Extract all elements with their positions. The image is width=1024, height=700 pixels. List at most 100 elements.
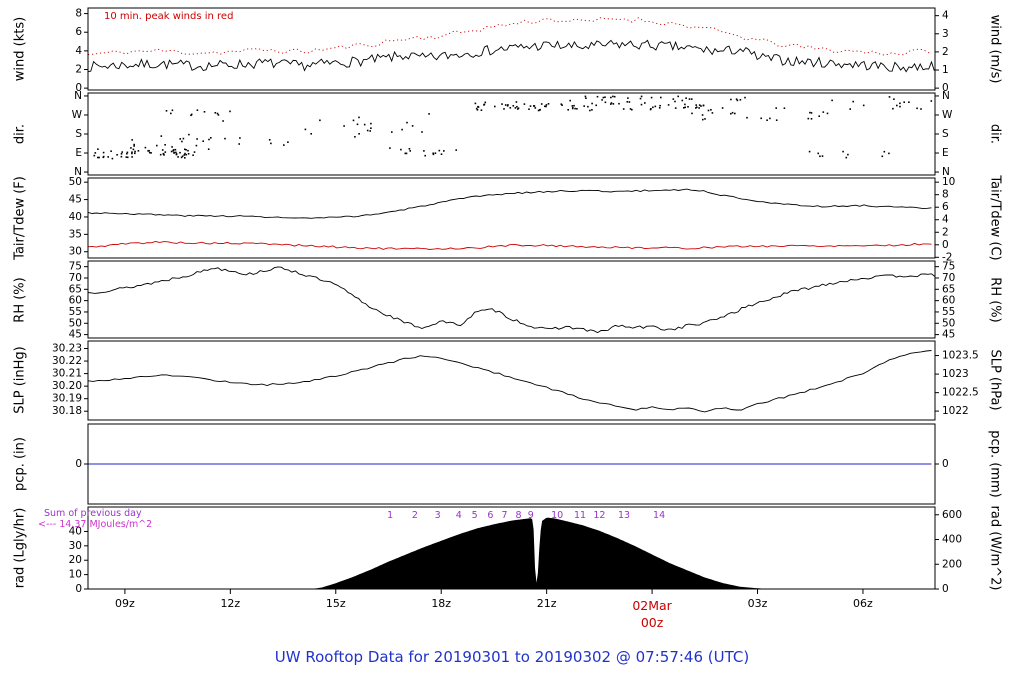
dir-dot: [688, 98, 691, 100]
dir-dot: [424, 154, 426, 157]
dir-dot: [156, 144, 158, 147]
ytick-label-left: W: [72, 109, 83, 121]
ytick-label-left: 40: [69, 525, 82, 537]
dir-dot: [370, 127, 372, 129]
dir-dot: [408, 148, 411, 150]
dir-dot: [589, 109, 591, 112]
dir-dot: [545, 105, 547, 108]
dir-dot: [180, 156, 183, 159]
rad-hour-mark: 9: [528, 510, 534, 521]
dir-dot: [730, 98, 732, 101]
dir-dot: [667, 104, 670, 106]
ytick-label-left: 4: [75, 45, 82, 57]
rad-sum-value-note: <--- 14.37 MJoules/m^2: [38, 519, 153, 530]
dir-dot: [687, 106, 689, 108]
ytick-label-left: 45: [69, 329, 82, 341]
ylabel-pcp-left: pcp. (in): [12, 437, 28, 491]
dir-dot: [423, 150, 425, 152]
dir-dot: [826, 112, 829, 115]
dir-dot: [700, 105, 702, 107]
caption: UW Rooftop Data for 20190301 to 20190302…: [274, 648, 750, 666]
dir-dot: [148, 149, 150, 152]
dir-dot: [144, 146, 147, 149]
ytick-label-right: 2: [942, 226, 949, 238]
dir-dot: [674, 107, 677, 109]
ytick-label-right: 4: [942, 10, 949, 22]
dir-dot: [849, 108, 851, 110]
dir-dot: [766, 119, 768, 121]
dir-dot: [690, 98, 693, 100]
ytick-label-right: 6: [942, 201, 949, 213]
dir-dot: [760, 117, 762, 120]
dir-dot: [208, 138, 210, 141]
dir-dot: [631, 108, 633, 111]
ytick-label-left: 30.21: [52, 368, 82, 380]
dir-dot: [775, 119, 778, 121]
dir-dot: [672, 98, 675, 100]
dir-dot: [405, 152, 408, 155]
dir-dot: [210, 137, 212, 139]
dir-dot: [845, 156, 848, 159]
dir-dot: [484, 101, 487, 104]
dir-dot: [560, 103, 563, 105]
ytick-label-right: 60: [942, 295, 955, 307]
dir-dot: [428, 113, 430, 115]
dir-dot: [193, 151, 196, 153]
dir-dot: [587, 105, 589, 108]
dir-dot: [734, 112, 736, 115]
dir-dot: [126, 152, 128, 155]
dir-dot: [229, 110, 231, 113]
dir-dot: [571, 105, 574, 107]
ylabel-wind-left: wind (kts): [12, 16, 28, 82]
dir-dot: [698, 107, 700, 109]
dir-dot: [175, 153, 178, 155]
dir-dot: [134, 150, 136, 153]
ytick-label-right: 4: [942, 214, 949, 226]
dir-dot: [440, 153, 443, 155]
dir-dot: [916, 107, 918, 110]
ylabel-pcp-right: pcp. (mm): [987, 430, 1003, 498]
dir-dot: [187, 149, 189, 152]
dir-dot: [640, 95, 643, 98]
dir-dot: [164, 151, 167, 153]
ytick-label-right: 0: [942, 458, 949, 470]
dir-dot: [612, 95, 614, 98]
dir-dot: [164, 144, 166, 146]
dir-dot: [179, 138, 181, 140]
dir-dot: [126, 151, 129, 154]
dir-dot: [370, 122, 372, 125]
rad-hour-mark: 5: [472, 510, 478, 521]
dir-dot: [358, 133, 360, 135]
dir-dot: [862, 104, 865, 107]
ytick-label-left: 30.23: [52, 343, 82, 355]
dir-dot: [721, 107, 724, 109]
dir-dot: [432, 152, 434, 155]
dir-dot: [165, 110, 168, 112]
dir-dot: [147, 150, 149, 152]
series-tair: [87, 188, 932, 219]
dir-dot: [534, 107, 537, 109]
ytick-label-right: 0: [942, 239, 949, 251]
ytick-label-left: 40: [69, 211, 82, 223]
dir-dot: [196, 138, 198, 140]
ytick-label-right: 8: [942, 189, 949, 201]
rad-hour-mark: 13: [618, 510, 630, 521]
ytick-label-right: 3: [942, 28, 949, 40]
dir-dot: [819, 155, 821, 158]
dir-dot: [629, 108, 632, 110]
ylabel-slp-left: SLP (inHg): [12, 346, 28, 414]
dir-dot: [627, 97, 629, 99]
dir-dot: [503, 108, 505, 110]
dir-dot: [319, 119, 321, 122]
dir-dot: [888, 152, 890, 155]
dir-dot: [443, 150, 445, 152]
dir-dot: [731, 111, 734, 114]
dir-dot: [181, 155, 184, 158]
dir-dot: [695, 107, 697, 109]
dir-dot: [509, 107, 512, 109]
dir-dot: [406, 121, 408, 124]
dir-dot: [181, 140, 183, 143]
dir-dot: [783, 107, 786, 109]
series-tdew: [87, 241, 932, 250]
dir-dot: [401, 128, 403, 131]
